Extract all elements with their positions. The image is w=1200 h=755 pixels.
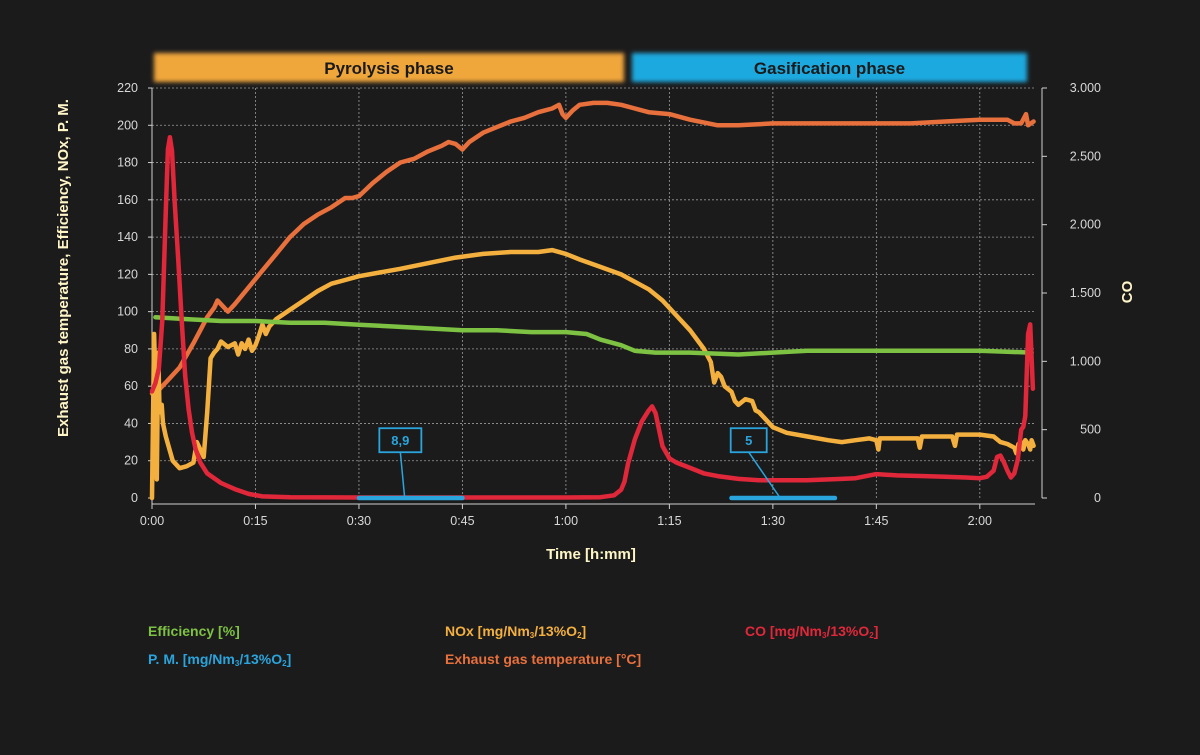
right-tick-labels: 0 500 1.000 1.500 2.000 2.500 3.000 (1042, 81, 1101, 505)
left-axis-label: Exhaust gas temperature, Efficiency, NOx… (55, 99, 72, 437)
pm-value-box (729, 427, 768, 454)
pm-value-label: 8,9 (391, 433, 409, 448)
left-tick-label: 40 (124, 416, 138, 430)
left-tick-label: 120 (117, 267, 138, 281)
left-tick-label: 200 (117, 118, 138, 132)
pm-value-label: 5 (745, 433, 752, 448)
x-tick-label: 1:15 (657, 514, 681, 528)
left-tick-label: 220 (117, 81, 138, 95)
left-tick-label: 0 (131, 491, 138, 505)
right-tick-label: 0 (1094, 491, 1101, 505)
pm-markers: 8,9 5 (356, 427, 838, 501)
left-tick-label: 140 (117, 230, 138, 244)
phase-label: Pyrolysis phase (324, 59, 453, 78)
left-tick-label: 100 (117, 305, 138, 319)
x-tick-label: 0:45 (450, 514, 474, 528)
x-axis-label: Time [h:mm] (546, 546, 636, 563)
series-line-exhaust (149, 100, 1036, 396)
x-tick-label: 2:00 (968, 514, 992, 528)
phase-band (631, 53, 1027, 82)
legend-efficiency: Efficiency [%] (148, 623, 240, 639)
right-tick-label: 3.000 (1070, 81, 1101, 95)
x-tick-label: 0:00 (140, 514, 164, 528)
left-tick-label: 20 (124, 454, 138, 468)
right-tick-label: 1.000 (1070, 354, 1101, 368)
right-axis-label: CO (1119, 280, 1136, 303)
left-tick-labels: 0 20 40 60 80 100 120 140 160 180 200 220 (117, 81, 152, 505)
left-tick-label: 60 (124, 379, 138, 393)
x-tick-labels: 0:00 0:15 0:30 0:45 1:00 1:15 1:30 1:45 2:00 (140, 504, 992, 528)
x-tick-label: 1:30 (761, 514, 785, 528)
pm-leader-line (399, 452, 406, 499)
x-tick-label: 1:45 (864, 514, 888, 528)
legend-co: CO [mg/Nm3/13%O2] (745, 623, 879, 640)
series-line-co (149, 134, 1036, 500)
series (149, 100, 1036, 501)
left-tick-label: 80 (124, 342, 138, 356)
x-tick-label: 1:00 (554, 514, 578, 528)
phase-bands: Pyrolysis phase Gasification phase (154, 53, 1027, 82)
phase-label: Gasification phase (754, 59, 905, 78)
legend-pm: P. M. [mg/Nm3/13%O2] (148, 651, 292, 668)
right-tick-label: 500 (1080, 423, 1101, 437)
right-tick-label: 1.500 (1070, 286, 1101, 300)
left-tick-label: 180 (117, 156, 138, 170)
legend-nox: NOx [mg/Nm3/13%O2] (445, 623, 587, 640)
x-tick-label: 0:15 (243, 514, 267, 528)
phase-band (154, 53, 624, 82)
axes (151, 88, 1043, 505)
grid (152, 87, 1035, 498)
left-tick-label: 160 (117, 193, 138, 207)
x-tick-label: 0:30 (347, 514, 371, 528)
right-tick-label: 2.500 (1070, 149, 1101, 163)
pm-value-box (378, 427, 423, 454)
right-tick-label: 2.000 (1070, 218, 1101, 232)
pm-leader-line (748, 451, 781, 499)
legend-exhaust: Exhaust gas temperature [°C] (445, 651, 642, 667)
series-line-efficiency (153, 314, 1034, 357)
series-line-nox (149, 247, 1036, 501)
